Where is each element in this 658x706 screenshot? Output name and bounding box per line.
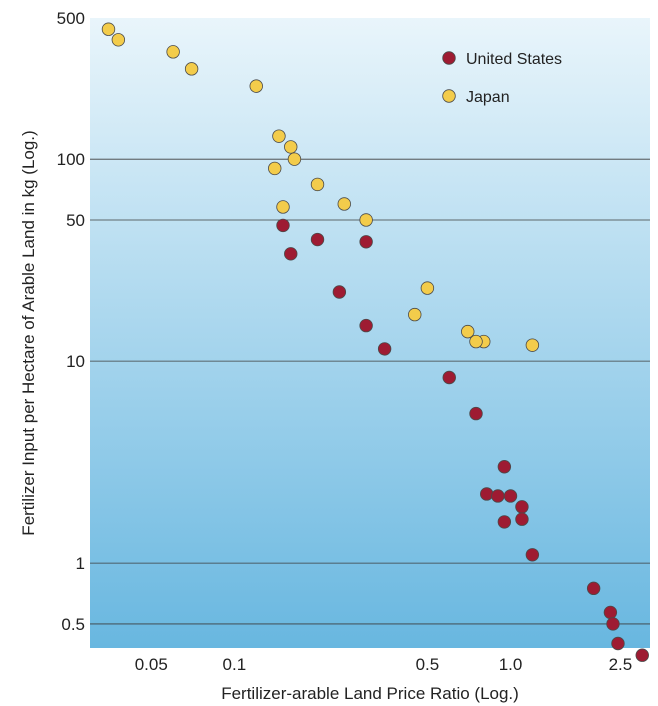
y-tick-label: 10 xyxy=(66,352,85,371)
data-point-united-states xyxy=(377,342,392,356)
data-point-united-states xyxy=(332,285,347,299)
legend-marker-united-states xyxy=(442,51,456,65)
data-point-japan xyxy=(408,307,422,322)
data-point-japan xyxy=(337,197,351,211)
data-point-united-states xyxy=(635,648,649,662)
data-point-united-states xyxy=(606,617,620,631)
data-point-united-states xyxy=(515,500,529,514)
data-point-united-states xyxy=(603,605,618,620)
x-tick-label: 0.05 xyxy=(135,655,168,674)
data-point-japan xyxy=(525,338,540,352)
y-tick-label: 50 xyxy=(66,211,85,230)
data-point-united-states xyxy=(503,489,518,503)
y-tick-label: 0.5 xyxy=(61,615,85,634)
data-point-united-states xyxy=(310,232,325,247)
data-point-united-states xyxy=(525,548,540,562)
data-point-japan xyxy=(287,152,302,166)
data-point-united-states xyxy=(497,460,512,474)
legend-label-united-states: United States xyxy=(466,51,562,68)
data-point-japan xyxy=(420,281,435,295)
x-tick-label: 1.0 xyxy=(499,655,523,674)
gridlines xyxy=(90,158,650,625)
data-point-japan xyxy=(249,79,263,93)
data-point-japan xyxy=(268,161,282,176)
plot-area xyxy=(90,18,650,648)
data-point-united-states xyxy=(469,406,483,421)
data-point-united-states xyxy=(480,487,494,501)
data-point-united-states xyxy=(276,218,290,233)
y-tick-label: 1 xyxy=(76,554,85,573)
y-tick-label: 100 xyxy=(57,150,85,169)
legend: United States Japan xyxy=(442,51,562,106)
data-point-japan xyxy=(272,129,286,143)
x-axis-label: Fertilizer-arable Land Price Ratio (Log.… xyxy=(221,684,519,703)
data-point-japan xyxy=(310,177,325,192)
data-point-japan xyxy=(469,334,483,349)
data-point-united-states xyxy=(586,581,601,596)
data-point-japan xyxy=(101,22,116,36)
data-point-japan xyxy=(284,140,298,154)
x-tick-labels: 0.05 0.1 0.5 1.0 2.5 xyxy=(135,655,633,674)
data-point-united-states xyxy=(611,636,625,651)
data-point-united-states xyxy=(284,247,298,261)
y-tick-labels: 0.5 1 10 50 100 500 xyxy=(57,9,85,634)
data-point-united-states xyxy=(359,318,373,333)
data-point-united-states xyxy=(491,489,505,503)
x-tick-label: 0.5 xyxy=(416,655,440,674)
x-tick-label: 2.5 xyxy=(609,655,633,674)
x-tick-label: 0.1 xyxy=(223,655,247,674)
data-point-united-states xyxy=(442,370,456,385)
data-point-japan xyxy=(461,324,475,339)
y-axis-label: Fertilizer Input per Hectare of Arable L… xyxy=(19,130,38,535)
data-point-japan xyxy=(276,200,290,214)
data-point-united-states xyxy=(497,515,512,529)
data-point-japan xyxy=(166,45,180,59)
legend-label-japan: Japan xyxy=(466,89,510,106)
data-point-japan xyxy=(111,33,126,47)
data-point-united-states xyxy=(359,235,373,249)
y-tick-label: 500 xyxy=(57,9,85,28)
data-point-united-states xyxy=(515,512,529,526)
legend-marker-japan xyxy=(442,89,456,103)
data-point-japan xyxy=(184,62,199,76)
data-point-japan xyxy=(359,213,373,227)
data-points xyxy=(101,22,649,662)
